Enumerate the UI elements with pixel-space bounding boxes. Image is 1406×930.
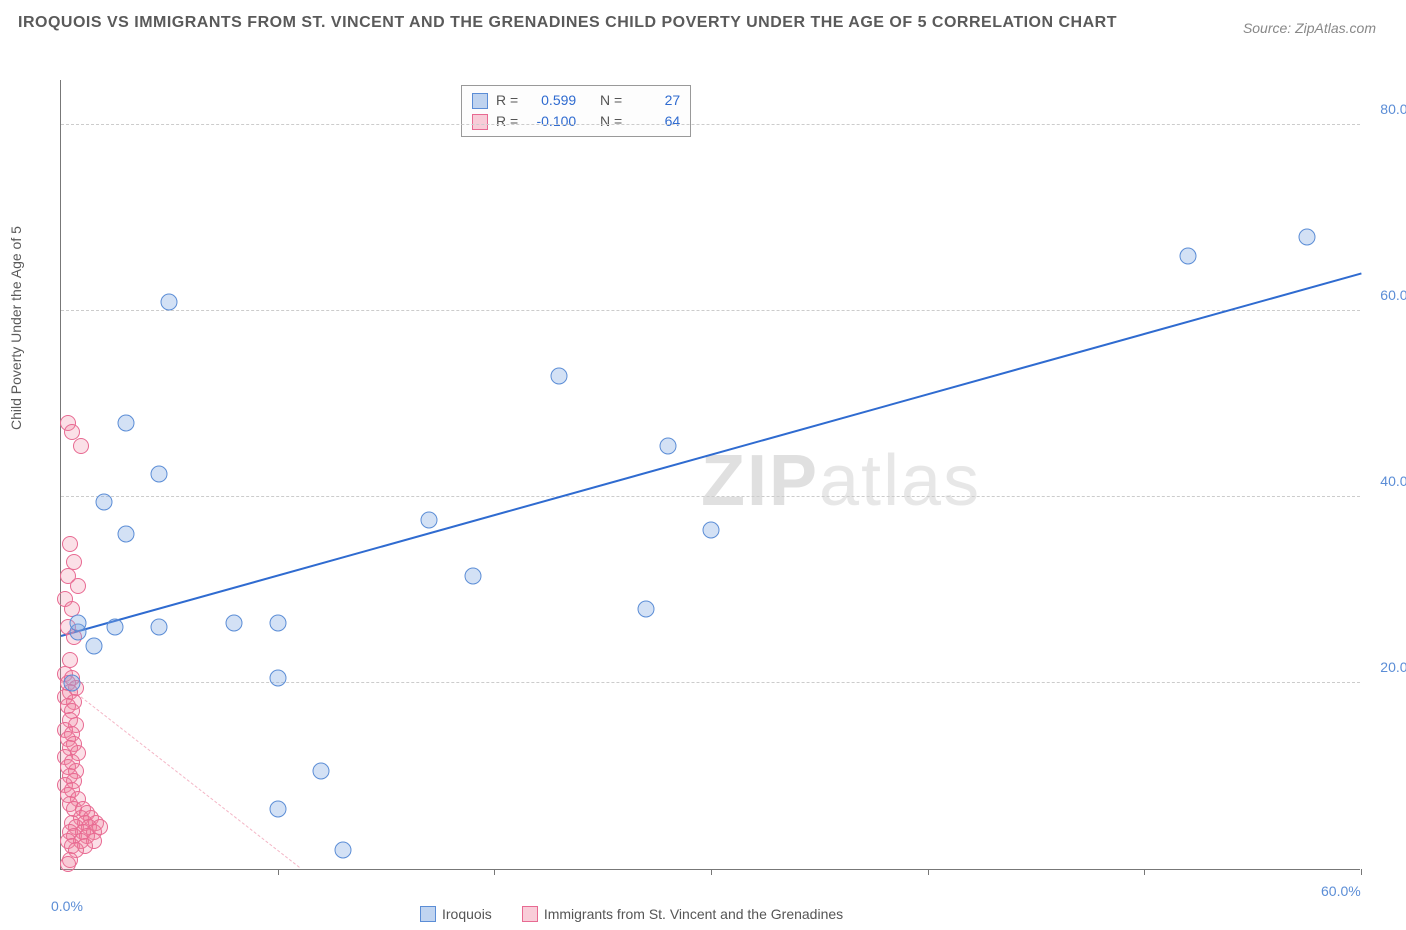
data-point xyxy=(464,568,481,585)
data-point xyxy=(62,536,78,552)
chart-title: IROQUOIS VS IMMIGRANTS FROM ST. VINCENT … xyxy=(18,10,1117,36)
gridline xyxy=(61,682,1360,683)
legend-label-1: Iroquois xyxy=(442,906,492,922)
x-tick xyxy=(1361,869,1362,875)
data-point xyxy=(150,619,167,636)
y-tick-label: 20.0% xyxy=(1380,659,1406,675)
swatch-blue-icon xyxy=(472,93,488,109)
x-tick-label: 60.0% xyxy=(1321,883,1361,899)
y-tick-label: 40.0% xyxy=(1380,473,1406,489)
data-point xyxy=(334,842,351,859)
y-axis-label: Child Poverty Under the Age of 5 xyxy=(8,226,24,430)
data-point xyxy=(421,512,438,529)
data-point xyxy=(107,619,124,636)
r-label: R = xyxy=(496,90,518,111)
data-point xyxy=(269,670,286,687)
n-label: N = xyxy=(600,90,622,111)
n-value-2: 64 xyxy=(630,111,680,132)
legend-item-2: Immigrants from St. Vincent and the Gren… xyxy=(522,906,843,922)
stats-row-2: R = -0.100 N = 64 xyxy=(472,111,680,132)
data-point xyxy=(63,675,80,692)
stats-box: R = 0.599 N = 27 R = -0.100 N = 64 xyxy=(461,85,691,137)
y-tick-label: 60.0% xyxy=(1380,287,1406,303)
data-point xyxy=(703,521,720,538)
x-tick xyxy=(711,869,712,875)
r-value-1: 0.599 xyxy=(526,90,576,111)
data-point xyxy=(60,856,76,872)
x-tick xyxy=(928,869,929,875)
legend: Iroquois Immigrants from St. Vincent and… xyxy=(420,906,843,922)
data-point xyxy=(1179,247,1196,264)
x-tick-label: 0.0% xyxy=(51,898,83,914)
r-value-2: -0.100 xyxy=(526,111,576,132)
data-point xyxy=(85,637,102,654)
gridline xyxy=(61,124,1360,125)
data-point xyxy=(638,600,655,617)
plot-region: ZIPatlas R = 0.599 N = 27 R = -0.100 N =… xyxy=(60,80,1360,870)
data-point xyxy=(269,614,286,631)
gridline xyxy=(61,496,1360,497)
data-point xyxy=(226,614,243,631)
gridline xyxy=(61,310,1360,311)
legend-item-1: Iroquois xyxy=(420,906,492,922)
data-point xyxy=(118,414,135,431)
source-label: Source: ZipAtlas.com xyxy=(1243,20,1376,36)
legend-label-2: Immigrants from St. Vincent and the Gren… xyxy=(544,906,843,922)
data-point xyxy=(150,466,167,483)
trend-line xyxy=(61,272,1362,636)
y-tick-label: 80.0% xyxy=(1380,101,1406,117)
data-point xyxy=(73,438,89,454)
stats-row-1: R = 0.599 N = 27 xyxy=(472,90,680,111)
chart-area: ZIPatlas R = 0.599 N = 27 R = -0.100 N =… xyxy=(50,80,1380,880)
x-tick xyxy=(278,869,279,875)
data-point xyxy=(313,763,330,780)
data-point xyxy=(551,368,568,385)
n-label: N = xyxy=(600,111,622,132)
data-point xyxy=(118,526,135,543)
swatch-pink-icon xyxy=(472,114,488,130)
data-point xyxy=(1298,229,1315,246)
swatch-pink-icon xyxy=(522,906,538,922)
data-point xyxy=(269,800,286,817)
swatch-blue-icon xyxy=(420,906,436,922)
x-tick xyxy=(494,869,495,875)
data-point xyxy=(70,578,86,594)
watermark: ZIPatlas xyxy=(701,440,981,522)
n-value-1: 27 xyxy=(630,90,680,111)
x-tick xyxy=(1144,869,1145,875)
data-point xyxy=(659,438,676,455)
r-label: R = xyxy=(496,111,518,132)
data-point xyxy=(70,614,87,631)
data-point xyxy=(96,493,113,510)
data-point xyxy=(161,294,178,311)
